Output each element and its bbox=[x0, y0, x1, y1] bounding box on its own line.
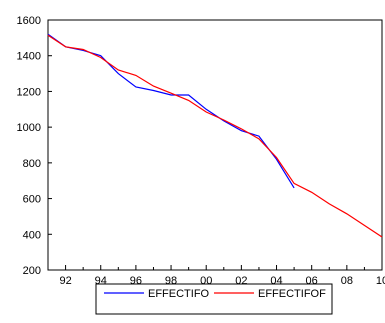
legend: EFFECTIFO EFFECTIFOF bbox=[95, 283, 333, 315]
y-tick-label: 1200 bbox=[17, 86, 41, 98]
legend-label-effectifof: EFFECTIFOF bbox=[258, 288, 326, 300]
x-tick-label: 98 bbox=[165, 275, 177, 287]
y-tick-label: 600 bbox=[23, 194, 41, 206]
x-tick-label: 92 bbox=[59, 275, 71, 287]
series-line-effectifo bbox=[47, 33, 295, 189]
y-tick-label: 1400 bbox=[17, 51, 41, 63]
x-tick-label: 00 bbox=[200, 275, 212, 287]
legend-label-effectifo: EFFECTIFO bbox=[148, 288, 210, 300]
y-tick-label: 400 bbox=[23, 229, 41, 241]
y-tick-label: 1600 bbox=[17, 15, 41, 27]
x-tick-label: 96 bbox=[130, 275, 142, 287]
x-tick-label: 02 bbox=[235, 275, 247, 287]
x-tick-label: 06 bbox=[306, 275, 318, 287]
legend-box bbox=[95, 283, 333, 315]
series-layer bbox=[47, 33, 383, 238]
plot-frame bbox=[47, 19, 383, 271]
x-tick-label: 04 bbox=[270, 275, 282, 287]
x-tick-label: 08 bbox=[341, 275, 353, 287]
x-tick-label: 10 bbox=[376, 275, 385, 287]
series-line-effectifof bbox=[47, 34, 383, 238]
y-tick-label: 200 bbox=[23, 265, 41, 277]
y-tick-label: 1000 bbox=[17, 122, 41, 134]
y-tick-label: 800 bbox=[23, 158, 41, 170]
plot-area bbox=[47, 19, 383, 271]
